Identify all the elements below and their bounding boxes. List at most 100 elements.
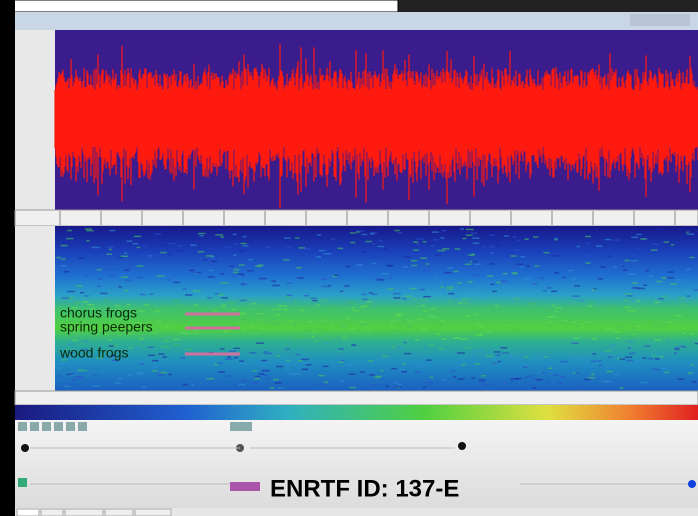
speck xyxy=(82,301,88,303)
speck xyxy=(517,264,524,266)
speck xyxy=(459,302,462,304)
speck xyxy=(624,300,629,302)
speck xyxy=(61,297,69,299)
speck xyxy=(250,303,256,305)
speck xyxy=(156,319,160,321)
speck xyxy=(160,229,165,231)
speck xyxy=(76,361,82,363)
speck xyxy=(406,324,412,326)
tool-button[interactable] xyxy=(54,422,63,431)
speck xyxy=(444,272,451,274)
speck xyxy=(429,345,434,347)
tool-button[interactable] xyxy=(66,422,75,431)
tool-button[interactable] xyxy=(42,422,51,431)
tab[interactable] xyxy=(65,509,103,516)
speck xyxy=(363,299,368,301)
speck xyxy=(316,256,321,258)
speck xyxy=(687,372,692,374)
speck xyxy=(626,312,631,314)
speck xyxy=(68,383,73,385)
tab[interactable] xyxy=(41,509,63,516)
tool-button[interactable] xyxy=(18,422,27,431)
speck xyxy=(424,346,427,348)
tool-button[interactable] xyxy=(30,422,39,431)
speck xyxy=(430,377,434,379)
speck xyxy=(121,256,128,257)
window-buttons[interactable] xyxy=(630,14,690,26)
speck xyxy=(325,342,328,344)
speck xyxy=(397,313,403,315)
speck xyxy=(575,386,581,388)
speck xyxy=(233,243,239,245)
speck xyxy=(247,270,253,272)
speck xyxy=(241,283,247,285)
speck xyxy=(265,321,271,323)
tab[interactable] xyxy=(17,509,39,516)
speck xyxy=(624,324,628,326)
speck xyxy=(264,362,270,364)
speck xyxy=(125,279,132,281)
speck xyxy=(263,351,268,353)
speck xyxy=(401,371,407,373)
speck xyxy=(481,375,486,377)
speck xyxy=(206,255,213,257)
speck xyxy=(165,339,168,341)
speck xyxy=(530,303,536,305)
speck xyxy=(211,265,218,267)
speck xyxy=(613,239,620,241)
speck xyxy=(498,356,502,358)
speck xyxy=(457,352,465,354)
speck xyxy=(288,373,295,375)
speck xyxy=(139,363,144,365)
speck xyxy=(674,352,677,354)
tool-button[interactable] xyxy=(230,422,252,431)
speck xyxy=(255,378,260,380)
tab[interactable] xyxy=(105,509,133,516)
speck xyxy=(185,333,192,335)
speck xyxy=(278,387,285,389)
speck xyxy=(408,326,413,328)
knob[interactable] xyxy=(688,480,696,488)
speck xyxy=(651,260,658,262)
speck xyxy=(92,247,100,249)
speck xyxy=(260,328,264,330)
speck xyxy=(233,272,239,274)
knob[interactable] xyxy=(21,444,29,452)
speck xyxy=(61,265,67,267)
speck xyxy=(422,329,428,331)
speck xyxy=(211,261,217,263)
speck xyxy=(297,350,300,352)
speck xyxy=(481,296,485,298)
speck xyxy=(163,320,168,322)
speck xyxy=(638,248,641,250)
speck xyxy=(423,270,430,272)
spectrogram xyxy=(55,226,698,391)
speck xyxy=(286,360,290,362)
speck xyxy=(637,300,640,302)
speck xyxy=(664,241,670,243)
speck xyxy=(523,367,528,369)
speck xyxy=(533,378,538,380)
speck xyxy=(86,230,94,232)
tool-button[interactable] xyxy=(78,422,87,431)
speck xyxy=(173,339,180,341)
speck xyxy=(272,309,275,311)
speck xyxy=(557,383,563,385)
speck xyxy=(435,277,438,279)
speck xyxy=(437,250,445,252)
speck xyxy=(510,380,513,382)
color-bar xyxy=(15,405,698,420)
speck xyxy=(320,319,324,321)
speck xyxy=(284,369,290,371)
speck xyxy=(455,248,461,250)
speck xyxy=(134,348,139,350)
speck xyxy=(340,291,343,293)
speck xyxy=(187,239,194,241)
speck xyxy=(372,243,375,245)
speck xyxy=(103,300,109,302)
speck xyxy=(418,366,425,368)
speck xyxy=(388,265,393,267)
tab[interactable] xyxy=(135,509,171,516)
knob[interactable] xyxy=(458,442,466,450)
speck xyxy=(563,311,569,313)
